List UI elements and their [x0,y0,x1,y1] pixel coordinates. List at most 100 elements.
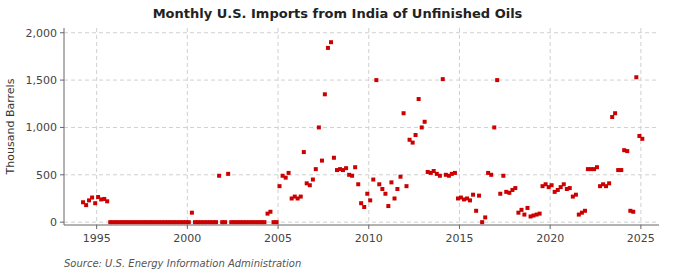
point [492,125,496,129]
point [477,194,481,198]
point [302,150,306,154]
point [395,187,399,191]
point [275,220,279,224]
title: Monthly U.S. Imports from India of Unfin… [153,6,523,21]
point [423,120,427,124]
axes: 05001,0001,5002,000199520002005201020152… [26,27,660,245]
point [404,184,408,188]
point [489,173,493,177]
x-tick [368,225,369,229]
y-tick [60,32,64,33]
x-tick [96,225,97,229]
point [483,215,487,219]
x-tick-label: 1995 [83,232,111,245]
y-grid-line [64,127,659,128]
y-grid-line [64,32,659,33]
point [332,156,336,160]
point [317,125,321,129]
y-grid-line [64,174,659,175]
point [190,211,194,215]
point [287,171,291,175]
y-tick [60,174,64,175]
point [538,212,542,216]
point [471,193,475,197]
point [353,165,357,169]
point [284,176,288,180]
point [513,186,517,190]
point [374,78,378,82]
y-axis-label: Thousand Barrels [4,78,17,175]
point [568,186,572,190]
point [441,77,445,81]
point [368,198,372,202]
point [595,165,599,169]
point [299,195,303,199]
point [438,174,442,178]
point [326,46,330,50]
y-tick-label: 2,000 [26,27,58,40]
point [420,125,424,129]
point [356,182,360,186]
point [625,149,629,153]
point [453,171,457,175]
point [329,40,333,44]
point [631,210,635,214]
point [607,181,611,185]
y-tick [60,222,64,223]
point [550,183,554,187]
point [411,141,415,145]
point [583,209,587,213]
y-tick [60,80,64,81]
x-axis-line [64,225,659,226]
point [417,97,421,101]
point [365,192,369,196]
y-tick-label: 0 [50,216,57,229]
point [414,133,418,137]
y-tick-label: 500 [36,169,57,182]
x-tick-label: 2025 [627,232,655,245]
point [323,92,327,96]
point [402,111,406,115]
x-tick [187,225,188,229]
point [93,201,97,205]
point [314,167,318,171]
point [344,166,348,170]
x-tick [640,225,641,229]
chart: Monthly U.S. Imports from India of Unfin… [0,0,675,275]
point [519,208,523,212]
point [634,75,638,79]
point [320,159,324,163]
point [562,182,566,186]
x-tick-label: 2005 [264,232,292,245]
point [574,193,578,197]
point [308,183,312,187]
point [393,196,397,200]
y-tick [60,127,64,128]
grid [64,28,659,225]
point [214,220,218,224]
points [81,40,644,224]
point [311,178,315,182]
x-tick [550,225,551,229]
x-tick-label: 2010 [355,232,383,245]
point [350,174,354,178]
point [359,201,363,205]
x-tick-label: 2000 [173,232,201,245]
point [371,178,375,182]
point [613,111,617,115]
x-grid-line [459,28,460,225]
point [226,172,230,176]
point [610,115,614,119]
point [498,192,502,196]
point [90,196,94,200]
point [619,168,623,172]
point [268,210,272,214]
point [217,174,221,178]
x-grid-line [187,28,188,225]
point [380,187,384,191]
point [389,180,393,184]
point [383,192,387,196]
point [522,213,526,217]
point [468,198,472,202]
x-tick [278,225,279,229]
